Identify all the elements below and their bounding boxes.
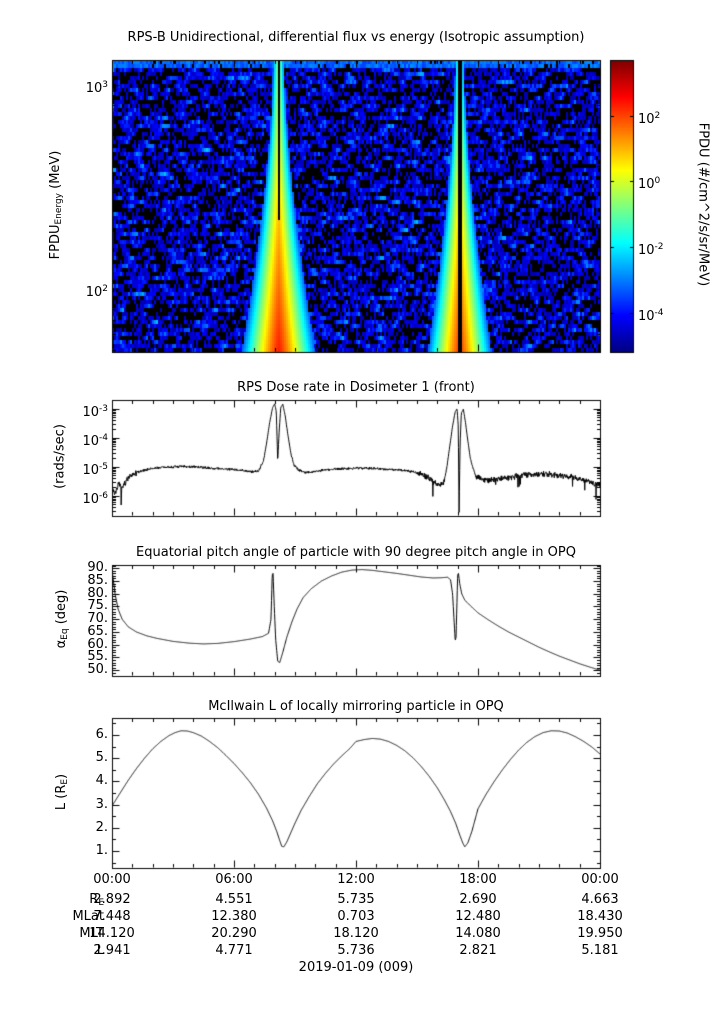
l-ylabel-sub: E	[60, 778, 70, 785]
colorbar-label: FPDU (#/cm^2/s/sr/MeV)	[695, 122, 711, 287]
mcilwain-l-ylabel: L (RE)	[54, 672, 70, 912]
l-ylabel-unit: )	[54, 773, 69, 779]
spectrogram-ylabel-sub: Energy	[54, 193, 64, 225]
spectrogram-title: RPS-B Unidirectional, differential flux …	[127, 30, 585, 45]
pitch-ylabel-main: α	[54, 639, 69, 649]
spectrogram-ylabel-unit: (MeV)	[48, 150, 63, 194]
spectrogram-ylabel-main: FPDU	[48, 224, 63, 260]
spectrogram-ylabel: FPDUEnergy (MeV)	[48, 85, 64, 325]
date-label: 2019-01-09 (009)	[298, 960, 414, 975]
dose-rate-title: RPS Dose rate in Dosimeter 1 (front)	[237, 380, 475, 395]
l-ylabel-main: L (R	[54, 784, 69, 811]
mcilwain-l-title: McIlwain L of locally mirroring particle…	[208, 699, 504, 714]
pitch-ylabel-sub: Eq	[60, 628, 70, 640]
pitch-ylabel-unit: (deg)	[54, 589, 69, 629]
pitch-angle-title: Equatorial pitch angle of particle with …	[136, 545, 576, 560]
